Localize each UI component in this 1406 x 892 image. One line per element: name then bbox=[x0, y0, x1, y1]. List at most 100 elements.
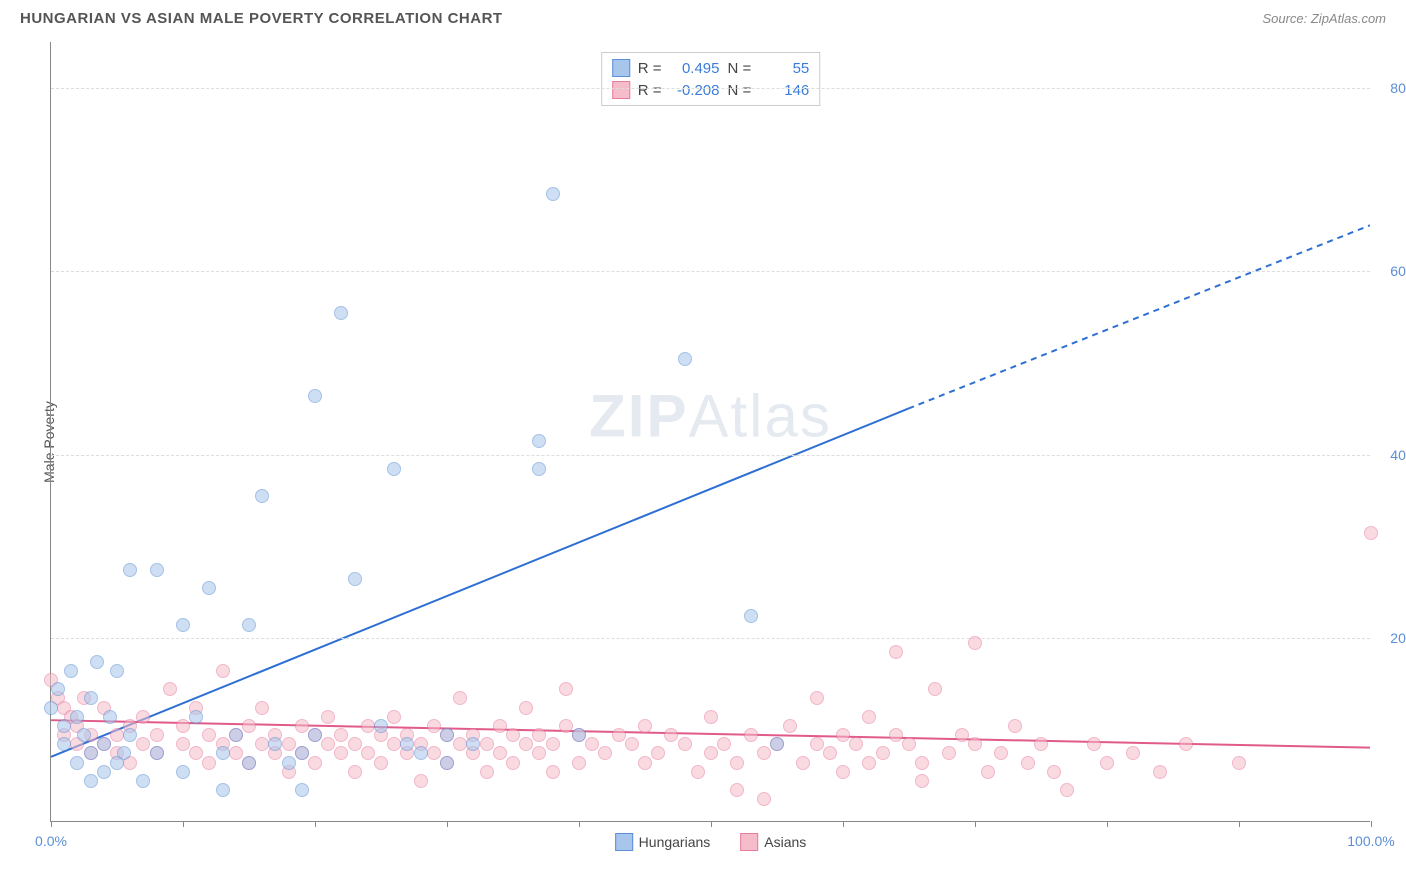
data-point bbox=[414, 746, 428, 760]
stats-row-hungarians: R = 0.495 N = 55 bbox=[612, 57, 810, 79]
data-point bbox=[532, 434, 546, 448]
r-label: R = bbox=[638, 60, 662, 77]
x-tick-label: 0.0% bbox=[35, 833, 67, 849]
data-point bbox=[348, 572, 362, 586]
data-point bbox=[361, 719, 375, 733]
data-point bbox=[757, 746, 771, 760]
watermark-bold: ZIP bbox=[589, 382, 688, 449]
stats-row-asians: R = -0.208 N = 146 bbox=[612, 79, 810, 101]
data-point bbox=[532, 462, 546, 476]
data-point bbox=[427, 746, 441, 760]
data-point bbox=[480, 765, 494, 779]
data-point bbox=[44, 701, 58, 715]
n-label: N = bbox=[728, 60, 752, 77]
data-point bbox=[559, 719, 573, 733]
data-point bbox=[282, 737, 296, 751]
data-point bbox=[506, 728, 520, 742]
data-point bbox=[744, 609, 758, 623]
data-point bbox=[387, 737, 401, 751]
r-value-asians: -0.208 bbox=[670, 82, 720, 99]
data-point bbox=[51, 682, 65, 696]
data-point bbox=[229, 728, 243, 742]
x-tick bbox=[579, 821, 580, 827]
data-point bbox=[968, 737, 982, 751]
data-point bbox=[84, 746, 98, 760]
data-point bbox=[123, 728, 137, 742]
data-point bbox=[453, 691, 467, 705]
data-point bbox=[810, 737, 824, 751]
data-point bbox=[110, 728, 124, 742]
data-point bbox=[427, 719, 441, 733]
data-point bbox=[453, 737, 467, 751]
data-point bbox=[585, 737, 599, 751]
data-point bbox=[242, 756, 256, 770]
data-point bbox=[955, 728, 969, 742]
y-tick-label: 60.0% bbox=[1390, 263, 1406, 279]
data-point bbox=[651, 746, 665, 760]
data-point bbox=[519, 701, 533, 715]
data-point bbox=[268, 737, 282, 751]
data-point bbox=[440, 756, 454, 770]
data-point bbox=[374, 756, 388, 770]
data-point bbox=[1047, 765, 1061, 779]
data-point bbox=[70, 756, 84, 770]
data-point bbox=[664, 728, 678, 742]
legend-swatch-hungarians bbox=[615, 833, 633, 851]
legend-label-hungarians: Hungarians bbox=[639, 834, 711, 850]
legend-item-hungarians: Hungarians bbox=[615, 833, 711, 851]
data-point bbox=[1021, 756, 1035, 770]
data-point bbox=[150, 728, 164, 742]
data-point bbox=[255, 737, 269, 751]
data-point bbox=[189, 746, 203, 760]
data-point bbox=[117, 746, 131, 760]
data-point bbox=[97, 765, 111, 779]
data-point bbox=[308, 389, 322, 403]
data-point bbox=[136, 774, 150, 788]
stats-legend-box: R = 0.495 N = 55 R = -0.208 N = 146 bbox=[601, 52, 821, 106]
x-tick bbox=[1107, 821, 1108, 827]
data-point bbox=[849, 737, 863, 751]
data-point bbox=[704, 710, 718, 724]
data-point bbox=[678, 352, 692, 366]
data-point bbox=[150, 746, 164, 760]
data-point bbox=[64, 664, 78, 678]
data-point bbox=[295, 719, 309, 733]
data-point bbox=[1060, 783, 1074, 797]
data-point bbox=[480, 737, 494, 751]
data-point bbox=[493, 746, 507, 760]
data-point bbox=[836, 765, 850, 779]
data-point bbox=[572, 728, 586, 742]
data-point bbox=[862, 756, 876, 770]
data-point bbox=[493, 719, 507, 733]
data-point bbox=[625, 737, 639, 751]
data-point bbox=[572, 756, 586, 770]
data-point bbox=[704, 746, 718, 760]
data-point bbox=[823, 746, 837, 760]
data-point bbox=[176, 737, 190, 751]
data-point bbox=[1179, 737, 1193, 751]
data-point bbox=[348, 737, 362, 751]
gridline bbox=[51, 455, 1370, 456]
data-point bbox=[84, 774, 98, 788]
data-point bbox=[730, 756, 744, 770]
bottom-legend: Hungarians Asians bbox=[615, 833, 807, 851]
data-point bbox=[229, 746, 243, 760]
data-point bbox=[889, 645, 903, 659]
chart-container: Male Poverty ZIPAtlas R = 0.495 N = 55 R… bbox=[0, 32, 1406, 852]
x-tick bbox=[315, 821, 316, 827]
data-point bbox=[295, 746, 309, 760]
data-point bbox=[598, 746, 612, 760]
data-point bbox=[202, 728, 216, 742]
data-point bbox=[176, 765, 190, 779]
data-point bbox=[757, 792, 771, 806]
data-point bbox=[163, 682, 177, 696]
data-point bbox=[638, 756, 652, 770]
data-point bbox=[678, 737, 692, 751]
data-point bbox=[110, 664, 124, 678]
data-point bbox=[295, 783, 309, 797]
r-label: R = bbox=[638, 82, 662, 99]
x-tick bbox=[447, 821, 448, 827]
data-point bbox=[216, 783, 230, 797]
data-point bbox=[1008, 719, 1022, 733]
data-point bbox=[876, 746, 890, 760]
